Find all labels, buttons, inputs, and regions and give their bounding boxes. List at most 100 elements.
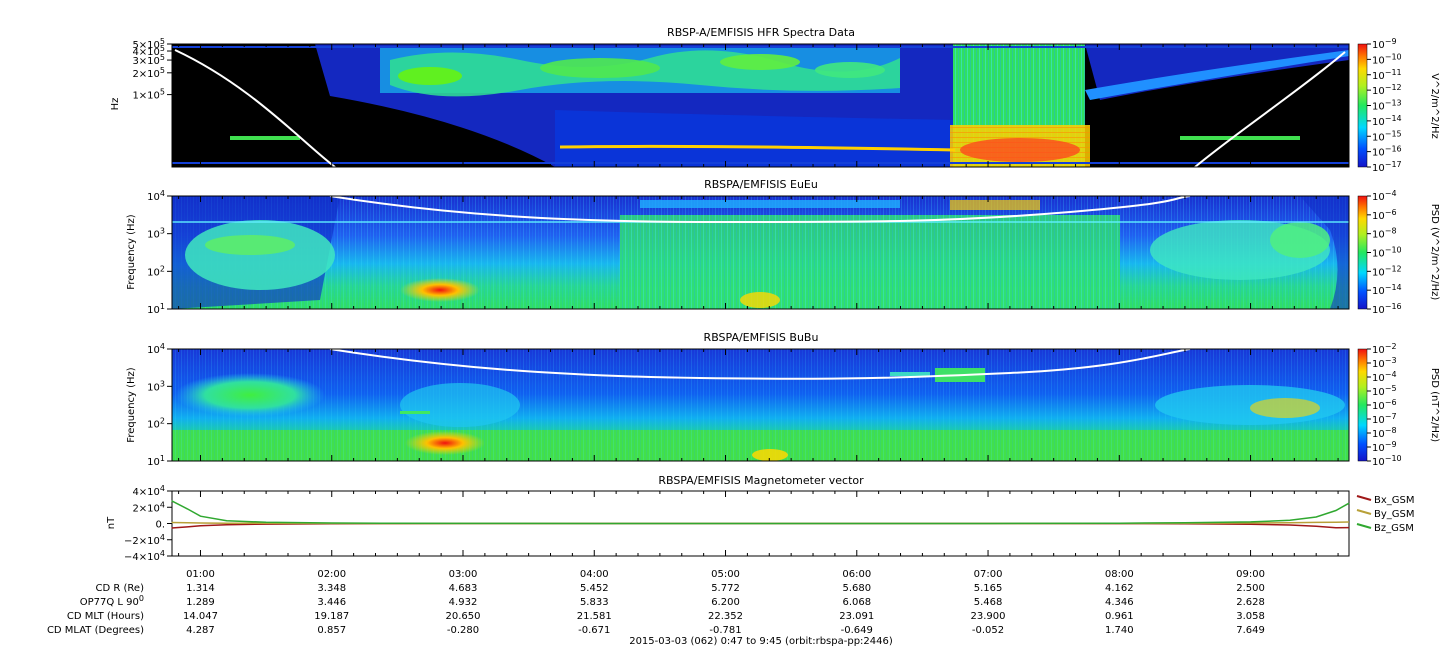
ytick-label: 102 — [147, 417, 165, 431]
legend-label: Bz_GSM — [1374, 523, 1414, 534]
ephemeris-value: 23.091 — [839, 611, 874, 622]
ephemeris-value: 5.772 — [711, 583, 740, 594]
colorbar-tick-label: 10−16 — [1372, 302, 1402, 316]
ephemeris-value: 6.068 — [842, 597, 871, 608]
colorbar-tick-label: 10−8 — [1372, 426, 1397, 440]
panel-hfr-white-curve — [174, 49, 1346, 167]
panel-mag-ylabel: nT — [106, 516, 117, 529]
colorbar-tick-label: 10−10 — [1372, 246, 1402, 260]
xtick-label: 02:00 — [317, 569, 346, 580]
legend-label: By_GSM — [1374, 509, 1415, 520]
xtick-label: 01:00 — [186, 569, 215, 580]
panel-mag: RBSPA/EMFISIS Magnetometer vector nT 4×1… — [106, 474, 1415, 563]
ephemeris-value: -0.052 — [972, 625, 1004, 636]
xtick-label: 04:00 — [580, 569, 609, 580]
ytick-label: 1×105 — [132, 88, 165, 102]
ephemeris-value: 5.165 — [974, 583, 1003, 594]
panel-hfr-colorbar-label: V^2/m^2/Hz — [1429, 73, 1440, 139]
footer-time-range: 2015-03-03 (062) 0:47 to 9:45 (orbit:rbs… — [629, 636, 893, 647]
ephemeris-value: 6.200 — [711, 597, 740, 608]
ytick-label: 104 — [147, 342, 165, 356]
ephemeris-value: 4.287 — [186, 625, 215, 636]
ephemeris-value: 14.047 — [183, 611, 218, 622]
panel-eueu-colorbar-label: PSD (V^2/m^2/Hz) — [1429, 204, 1440, 301]
ephemeris-value: 1.740 — [1105, 625, 1134, 636]
ephemeris-value: 2.628 — [1236, 597, 1265, 608]
ephemeris-value: 20.650 — [446, 611, 481, 622]
ephemeris-table: CD R (Re) 1.314 3.348 4.683 5.452 5.772 5.680 5… — [47, 583, 1265, 636]
colorbar-tick-label: 10−16 — [1372, 145, 1402, 159]
panel-hfr-spectrogram — [172, 44, 1349, 167]
ephemeris-value: -0.649 — [841, 625, 873, 636]
legend-swatch — [1356, 523, 1372, 529]
xtick-label: 06:00 — [842, 569, 871, 580]
colorbar-tick-label: 10−6 — [1372, 398, 1397, 412]
ephemeris-value: 3.446 — [317, 597, 346, 608]
ephemeris-value: -0.781 — [709, 625, 741, 636]
ephemeris-value: 3.348 — [317, 583, 346, 594]
panel-mag-title: RBSPA/EMFISIS Magnetometer vector — [658, 474, 864, 487]
xtick-label: 05:00 — [711, 569, 740, 580]
panel-bubu-colorbar-label: PSD (nT^2/Hz) — [1429, 368, 1440, 442]
colorbar-tick-label: 10−15 — [1372, 129, 1402, 143]
ephemeris-value: 4.162 — [1105, 583, 1134, 594]
panel-hfr: RBSP-A/EMFISIS HFR Spectra Data — [110, 26, 1440, 174]
colorbar-tick-label: 10−9 — [1372, 37, 1397, 51]
xtick-label: 07:00 — [974, 569, 1003, 580]
xtick-label: 08:00 — [1105, 569, 1134, 580]
colorbar-tick-label: 10−4 — [1372, 370, 1397, 384]
ytick-label: 3×105 — [132, 53, 165, 67]
panel-hfr-ylabel: Hz — [110, 98, 121, 111]
ephemeris-row-label: CD MLAT (Degrees) — [47, 625, 144, 636]
ephemeris-value: 22.352 — [708, 611, 743, 622]
time-axis-ticks — [178, 44, 1339, 556]
ytick-label: 103 — [147, 379, 165, 393]
panel-hfr-title: RBSP-A/EMFISIS HFR Spectra Data — [667, 26, 855, 39]
panel-mag-legend: Bx_GSM By_GSM Bz_GSM — [1356, 495, 1415, 534]
colorbar-tick-label: 10−9 — [1372, 440, 1397, 454]
ytick-label: 101 — [147, 454, 165, 468]
ephemeris-value: 0.857 — [317, 625, 346, 636]
xtick-label: 03:00 — [449, 569, 478, 580]
ephemeris-value: -0.280 — [447, 625, 479, 636]
colorbar-tick-label: 10−14 — [1372, 114, 1402, 128]
ytick-label: 2×105 — [132, 66, 165, 80]
ytick-label: 5×105 — [132, 37, 165, 51]
legend-swatch — [1356, 509, 1372, 515]
panel-mag-series — [171, 500, 1350, 529]
colorbar-tick-label: 10−12 — [1372, 264, 1402, 278]
panel-bubu-ylabel: Frequency (Hz) — [126, 367, 137, 443]
ytick-label: 0. — [155, 520, 165, 531]
ytick-label: 2×104 — [132, 500, 165, 514]
ephemeris-value: 4.932 — [449, 597, 478, 608]
panel-bubu-yticks: 104 103 102 101 — [147, 342, 172, 468]
colorbar-tick-label: 10−5 — [1372, 384, 1397, 398]
ytick-label: 4×104 — [132, 484, 165, 498]
colorbar-tick-label: 10−11 — [1372, 68, 1402, 82]
ephemeris-value: 3.058 — [1236, 611, 1265, 622]
colorbar-tick-label: 10−10 — [1372, 52, 1402, 66]
ephemeris-value: 0.961 — [1105, 611, 1134, 622]
colorbar-tick-label: 10−3 — [1372, 356, 1397, 370]
ephemeris-value: 19.187 — [314, 611, 349, 622]
colorbar-tick-label: 10−12 — [1372, 83, 1402, 97]
ephemeris-value: 5.833 — [580, 597, 609, 608]
ephemeris-value: 1.314 — [186, 583, 215, 594]
ephemeris-value: 4.683 — [449, 583, 478, 594]
panel-bubu-spectrogram — [172, 349, 1349, 461]
ytick-label: 4×105 — [132, 44, 165, 58]
ephemeris-value: 5.468 — [974, 597, 1003, 608]
ephemeris-row-label: OP77Q L 900 — [80, 594, 144, 608]
panel-bubu-title: RBSPA/EMFISIS BuBu — [704, 331, 819, 344]
ephemeris-value: 7.649 — [1236, 625, 1265, 636]
colorbar-tick-label: 10−10 — [1372, 454, 1402, 468]
ytick-label: 102 — [147, 264, 165, 278]
panel-eueu-colorbar: 10−4 10−6 10−8 10−10 10−12 10−14 10−16 — [1357, 189, 1402, 316]
panel-bubu-colorbar: 10−210−310−410−510−610−710−810−910−10 — [1357, 342, 1402, 468]
ephemeris-value: 2.500 — [1236, 583, 1265, 594]
ephemeris-row-label: CD R (Re) — [96, 583, 145, 594]
colorbar-tick-label: 10−7 — [1372, 412, 1397, 426]
